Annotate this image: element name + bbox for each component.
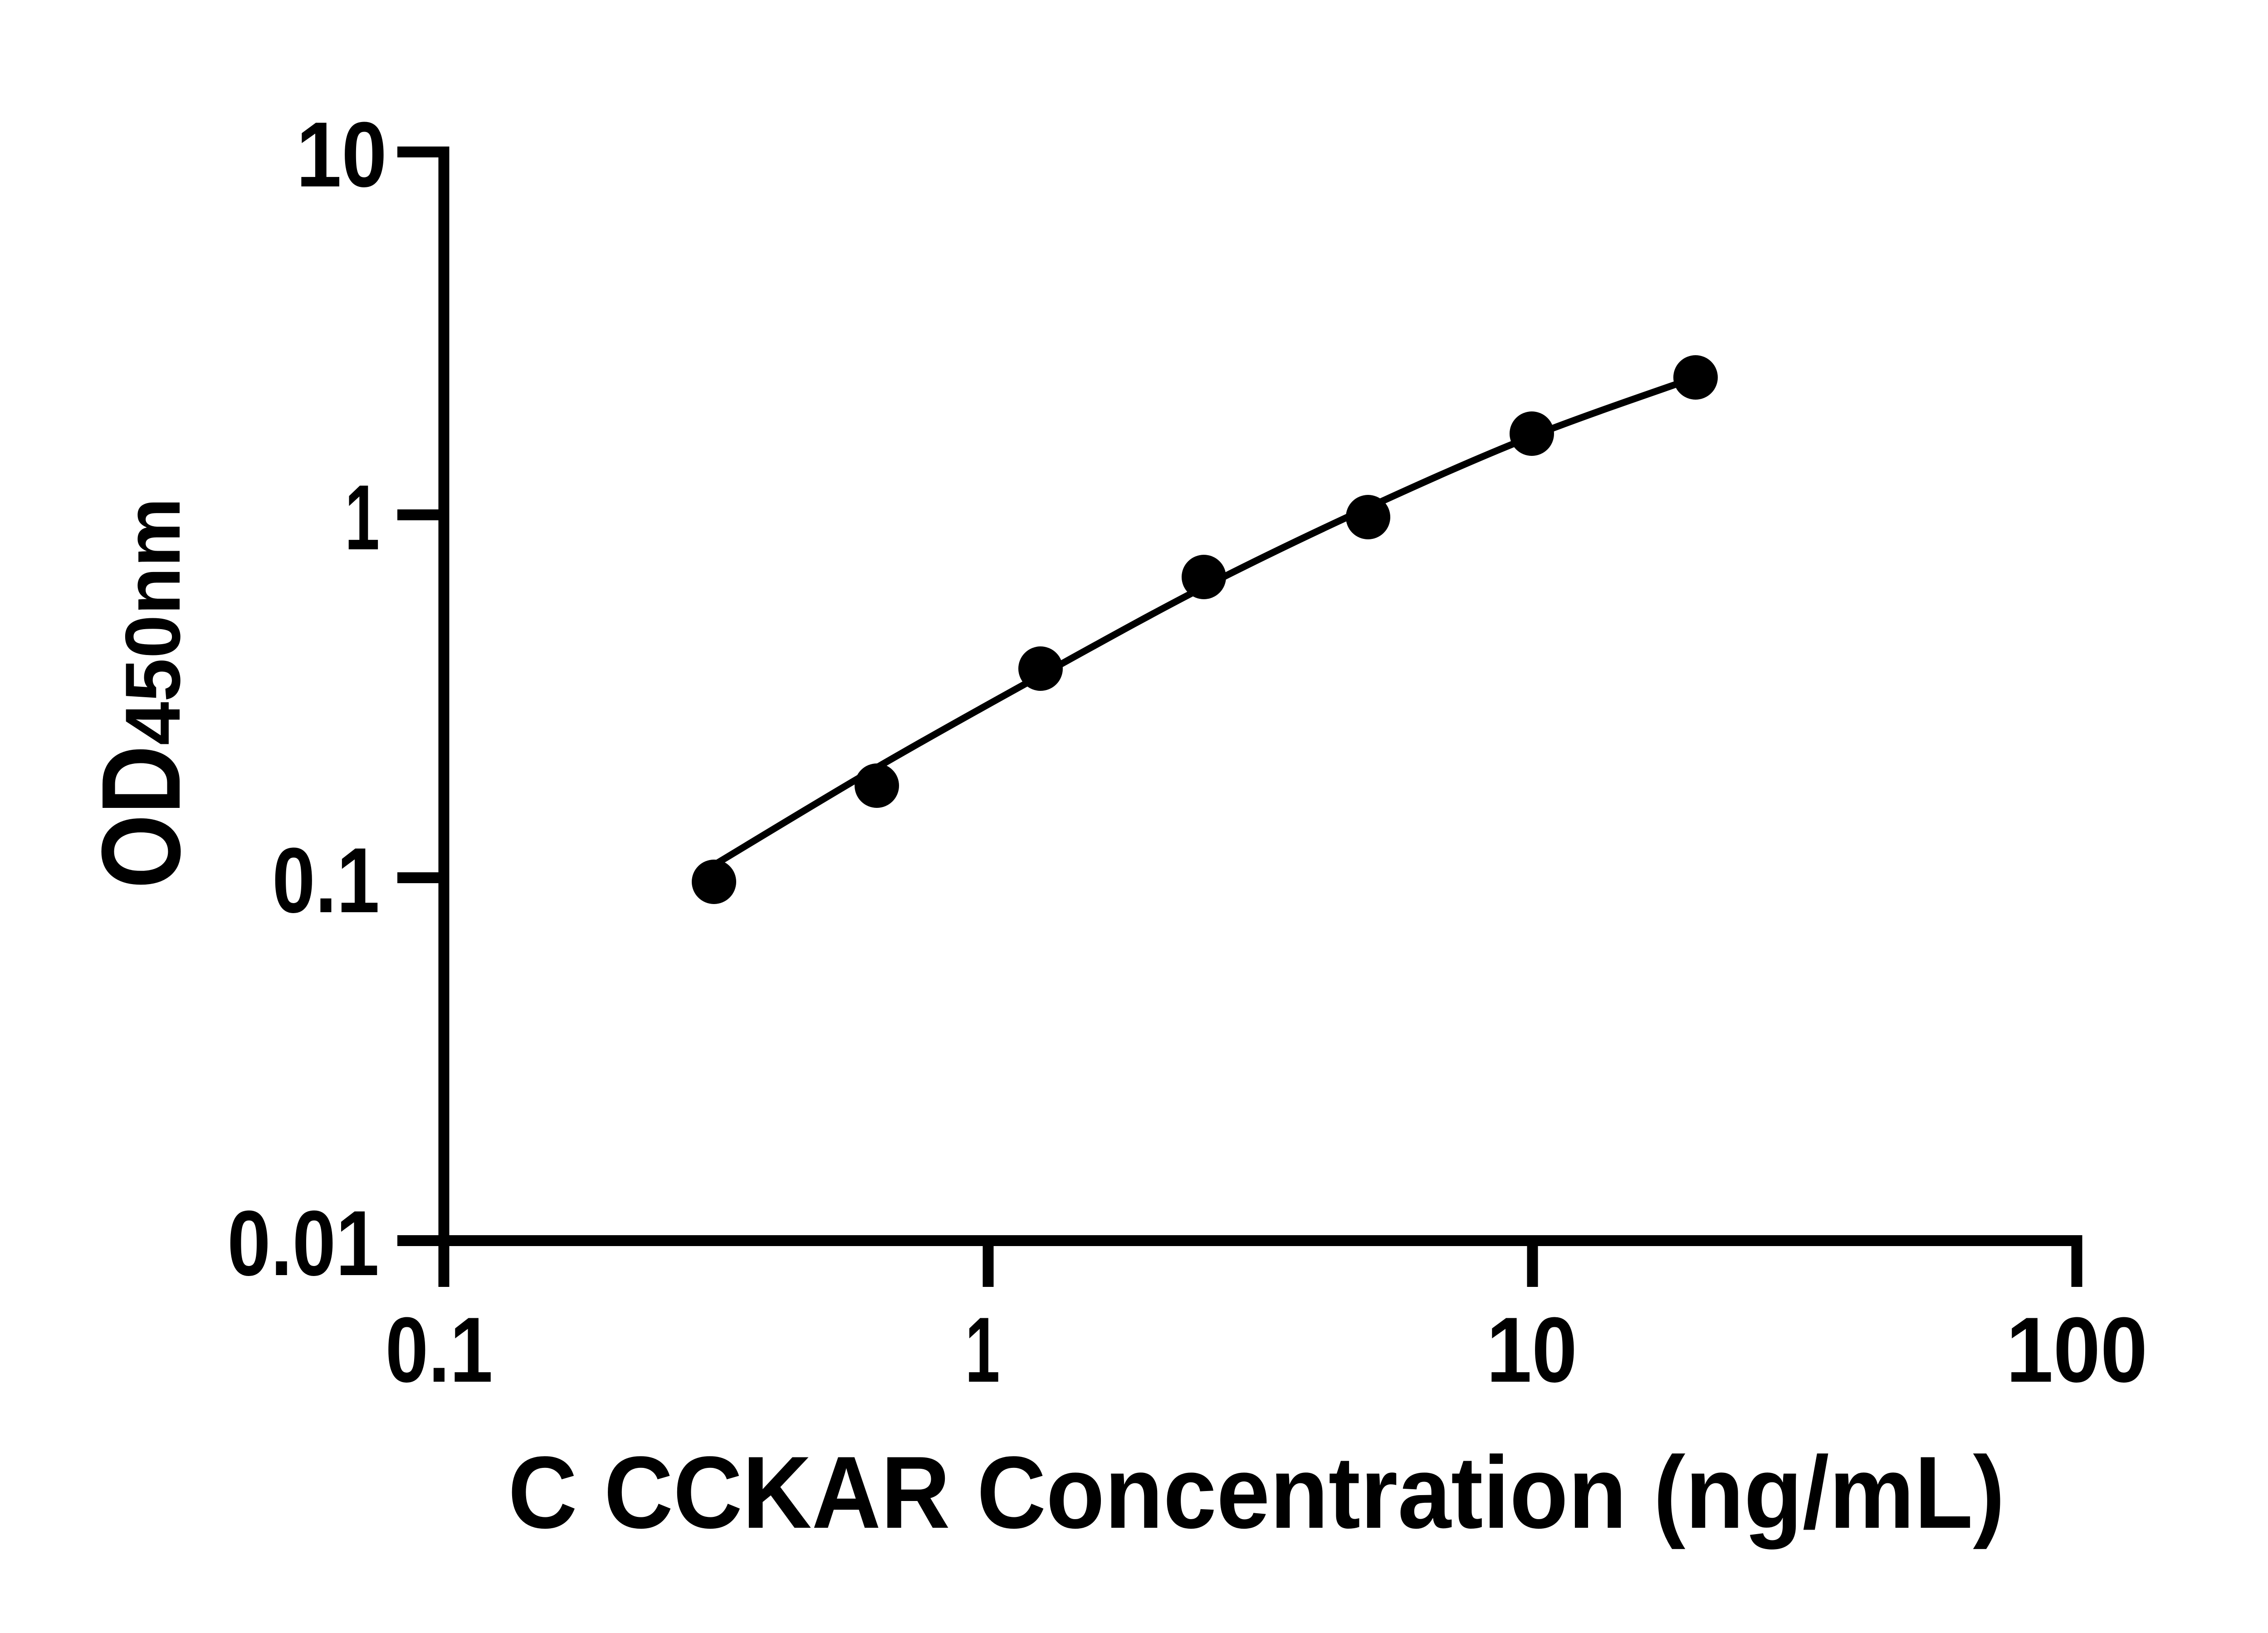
svg-text:C CCKAR Concentration (ng/mL): C CCKAR Concentration (ng/mL) <box>508 1435 2005 1550</box>
svg-text:0.1: 0.1 <box>386 1298 493 1402</box>
svg-text:10: 10 <box>296 103 387 206</box>
svg-text:0.1: 0.1 <box>272 829 380 932</box>
svg-text:0.01: 0.01 <box>227 1192 379 1295</box>
svg-text:1: 1 <box>345 466 380 569</box>
svg-text:100: 100 <box>2006 1298 2148 1402</box>
svg-text:10: 10 <box>1486 1298 1577 1402</box>
svg-text:OD450nm: OD450nm <box>78 498 204 889</box>
svg-text:1: 1 <box>965 1298 1000 1402</box>
